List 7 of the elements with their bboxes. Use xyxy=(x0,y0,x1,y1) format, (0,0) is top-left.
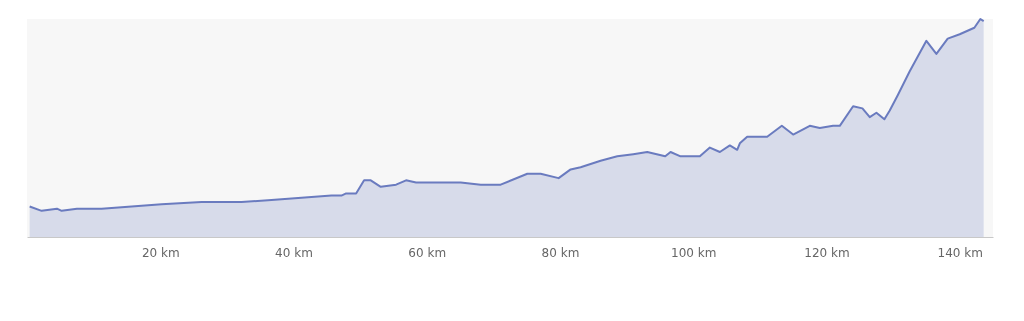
x-tick-label: 80 km xyxy=(541,245,580,260)
x-tick-label: 120 km xyxy=(804,245,850,260)
x-tick-label: 100 km xyxy=(671,245,717,260)
x-tick-label: 60 km xyxy=(408,245,447,260)
x-tick-label: 40 km xyxy=(275,245,313,260)
x-tick-label: 20 km xyxy=(141,245,180,260)
x-tick-label: 140 km xyxy=(937,245,983,260)
